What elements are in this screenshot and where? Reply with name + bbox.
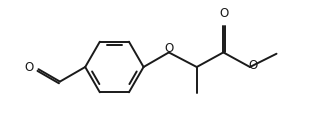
Text: O: O [249, 59, 258, 72]
Text: O: O [164, 42, 174, 55]
Text: O: O [220, 7, 229, 20]
Text: O: O [24, 61, 33, 74]
